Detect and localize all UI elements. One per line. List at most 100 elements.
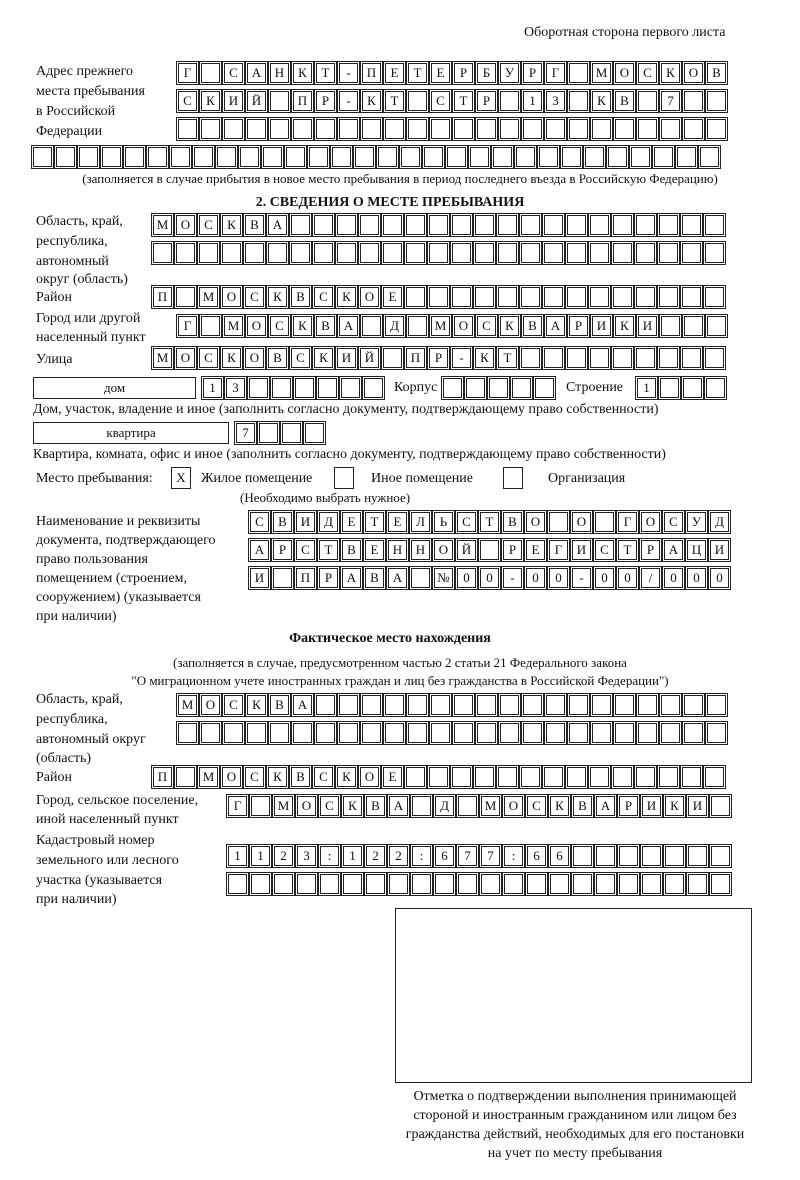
- char-cell[interactable]: [358, 213, 381, 237]
- char-cell[interactable]: [567, 61, 590, 85]
- char-cell[interactable]: Т: [496, 346, 519, 370]
- char-cell[interactable]: Г: [544, 61, 567, 85]
- char-cell[interactable]: С: [662, 510, 685, 534]
- char-cell[interactable]: [192, 145, 215, 169]
- stay-region-row-2[interactable]: [151, 241, 726, 265]
- char-cell[interactable]: О: [358, 285, 381, 309]
- char-cell[interactable]: [151, 241, 174, 265]
- char-cell[interactable]: 1: [201, 376, 224, 400]
- char-cell[interactable]: К: [590, 89, 613, 113]
- char-cell[interactable]: [498, 693, 521, 717]
- char-cell[interactable]: [245, 117, 268, 141]
- char-cell[interactable]: [222, 721, 245, 745]
- char-cell[interactable]: М: [479, 794, 502, 818]
- char-cell[interactable]: [450, 285, 473, 309]
- char-cell[interactable]: [521, 693, 544, 717]
- char-cell[interactable]: Т: [452, 89, 475, 113]
- char-cell[interactable]: И: [570, 538, 593, 562]
- char-cell[interactable]: Р: [271, 538, 294, 562]
- char-cell[interactable]: 2: [272, 844, 295, 868]
- char-cell[interactable]: [533, 376, 556, 400]
- char-cell[interactable]: [705, 721, 728, 745]
- char-cell[interactable]: [266, 241, 289, 265]
- char-cell[interactable]: [291, 721, 314, 745]
- char-cell[interactable]: [542, 285, 565, 309]
- char-cell[interactable]: [565, 213, 588, 237]
- char-cell[interactable]: [123, 145, 146, 169]
- char-cell[interactable]: [358, 241, 381, 265]
- char-cell[interactable]: [381, 346, 404, 370]
- char-cell[interactable]: 1: [249, 844, 272, 868]
- char-cell[interactable]: [473, 765, 496, 789]
- char-cell[interactable]: [611, 765, 634, 789]
- char-cell[interactable]: [314, 693, 337, 717]
- char-cell[interactable]: [590, 117, 613, 141]
- char-cell[interactable]: А: [340, 566, 363, 590]
- char-cell[interactable]: В: [705, 61, 728, 85]
- char-cell[interactable]: [249, 872, 272, 896]
- char-cell[interactable]: -: [501, 566, 524, 590]
- char-cell[interactable]: В: [289, 765, 312, 789]
- char-cell[interactable]: [537, 145, 560, 169]
- char-cell[interactable]: [433, 872, 456, 896]
- char-cell[interactable]: [659, 693, 682, 717]
- char-cell[interactable]: [519, 285, 542, 309]
- flat-number-row[interactable]: 7: [234, 421, 326, 445]
- char-cell[interactable]: [682, 89, 705, 113]
- char-cell[interactable]: [381, 213, 404, 237]
- char-cell[interactable]: 6: [548, 844, 571, 868]
- char-cell[interactable]: Й: [455, 538, 478, 562]
- char-cell[interactable]: Т: [363, 510, 386, 534]
- char-cell[interactable]: [514, 145, 537, 169]
- char-cell[interactable]: 1: [341, 844, 364, 868]
- char-cell[interactable]: [594, 872, 617, 896]
- char-cell[interactable]: [360, 314, 383, 338]
- char-cell[interactable]: [617, 872, 640, 896]
- char-cell[interactable]: [429, 693, 452, 717]
- prev-address-row-3[interactable]: [176, 117, 728, 141]
- char-cell[interactable]: К: [266, 765, 289, 789]
- char-cell[interactable]: А: [662, 538, 685, 562]
- char-cell[interactable]: [383, 721, 406, 745]
- char-cell[interactable]: [703, 346, 726, 370]
- char-cell[interactable]: Ц: [685, 538, 708, 562]
- char-cell[interactable]: [452, 693, 475, 717]
- char-cell[interactable]: [475, 117, 498, 141]
- char-cell[interactable]: [613, 693, 636, 717]
- char-cell[interactable]: 0: [478, 566, 501, 590]
- char-cell[interactable]: 7: [234, 421, 257, 445]
- char-cell[interactable]: :: [318, 844, 341, 868]
- char-cell[interactable]: [452, 117, 475, 141]
- char-cell[interactable]: [77, 145, 100, 169]
- char-cell[interactable]: [293, 376, 316, 400]
- char-cell[interactable]: [611, 285, 634, 309]
- char-cell[interactable]: С: [636, 61, 659, 85]
- char-cell[interactable]: 0: [662, 566, 685, 590]
- char-cell[interactable]: [429, 721, 452, 745]
- char-cell[interactable]: [314, 721, 337, 745]
- char-cell[interactable]: [272, 872, 295, 896]
- char-cell[interactable]: [640, 872, 663, 896]
- char-cell[interactable]: О: [174, 346, 197, 370]
- char-cell[interactable]: [270, 376, 293, 400]
- char-cell[interactable]: Е: [381, 765, 404, 789]
- char-cell[interactable]: [634, 765, 657, 789]
- char-cell[interactable]: [473, 213, 496, 237]
- char-cell[interactable]: У: [685, 510, 708, 534]
- char-cell[interactable]: [658, 376, 681, 400]
- char-cell[interactable]: [611, 213, 634, 237]
- char-cell[interactable]: П: [151, 765, 174, 789]
- char-cell[interactable]: В: [266, 346, 289, 370]
- char-cell[interactable]: [498, 117, 521, 141]
- char-cell[interactable]: [410, 794, 433, 818]
- char-cell[interactable]: [441, 376, 464, 400]
- char-cell[interactable]: А: [248, 538, 271, 562]
- char-cell[interactable]: [31, 145, 54, 169]
- char-cell[interactable]: [473, 241, 496, 265]
- char-cell[interactable]: №: [432, 566, 455, 590]
- char-cell[interactable]: М: [151, 346, 174, 370]
- char-cell[interactable]: 3: [224, 376, 247, 400]
